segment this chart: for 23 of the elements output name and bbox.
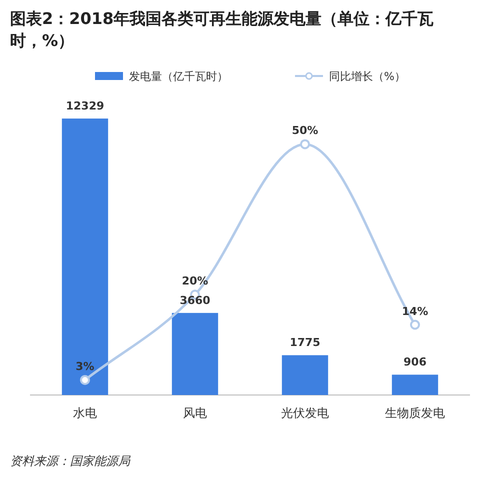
- legend-label: 发电量（亿千瓦时）: [129, 70, 228, 83]
- bar: [172, 312, 218, 395]
- x-tick-label: 光伏发电: [281, 406, 329, 420]
- bar: [392, 374, 438, 395]
- point: [80, 374, 90, 385]
- data-label: 14%: [402, 304, 428, 318]
- data-label: 1775: [290, 336, 320, 350]
- chart-title: 图表2：2018年我国各类可再生能源发电量（单位：亿千瓦时，%）: [10, 8, 435, 52]
- bar: [282, 355, 328, 395]
- data-label: 3%: [76, 360, 94, 373]
- text: 资料来源：国家能源局: [10, 454, 131, 468]
- data-label: 50%: [292, 124, 318, 138]
- data-label: 3660: [180, 294, 211, 307]
- legend-label: 同比增长（%）: [329, 70, 406, 83]
- x-tick-label: 风电: [183, 406, 207, 420]
- x-tick-label: 生物质发电: [385, 406, 445, 420]
- point: [410, 320, 420, 330]
- bar: [62, 118, 108, 395]
- point: [300, 139, 310, 150]
- data-label: 906: [404, 356, 427, 369]
- x-tick-label: 水电: [73, 406, 97, 420]
- data-label: 12329: [66, 100, 104, 113]
- data-label: 20%: [182, 274, 208, 288]
